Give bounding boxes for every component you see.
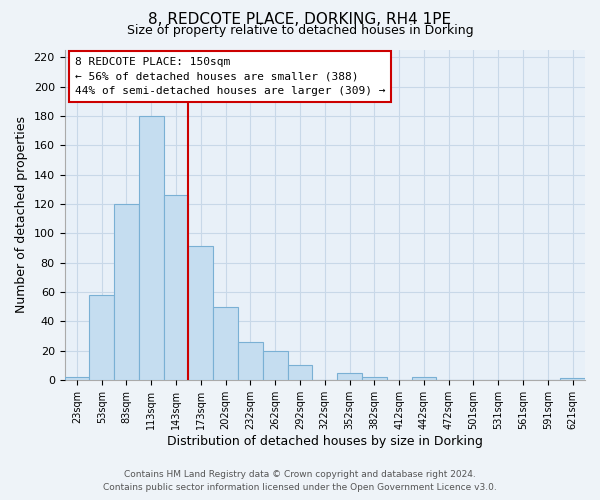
Bar [114,204,139,380]
Bar [263,350,287,380]
Bar [139,116,164,380]
Bar [362,377,387,380]
Bar [560,378,585,380]
Bar [65,377,89,380]
Text: Contains HM Land Registry data © Crown copyright and database right 2024.
Contai: Contains HM Land Registry data © Crown c… [103,470,497,492]
Bar [188,246,213,380]
X-axis label: Distribution of detached houses by size in Dorking: Distribution of detached houses by size … [167,434,483,448]
Bar [412,377,436,380]
Bar [287,365,313,380]
Y-axis label: Number of detached properties: Number of detached properties [15,116,28,314]
Bar [238,342,263,380]
Text: Size of property relative to detached houses in Dorking: Size of property relative to detached ho… [127,24,473,37]
Bar [337,372,362,380]
Text: 8, REDCOTE PLACE, DORKING, RH4 1PE: 8, REDCOTE PLACE, DORKING, RH4 1PE [148,12,452,26]
Bar [164,195,188,380]
Text: 8 REDCOTE PLACE: 150sqm
← 56% of detached houses are smaller (388)
44% of semi-d: 8 REDCOTE PLACE: 150sqm ← 56% of detache… [75,56,385,96]
Bar [213,306,238,380]
Bar [89,295,114,380]
